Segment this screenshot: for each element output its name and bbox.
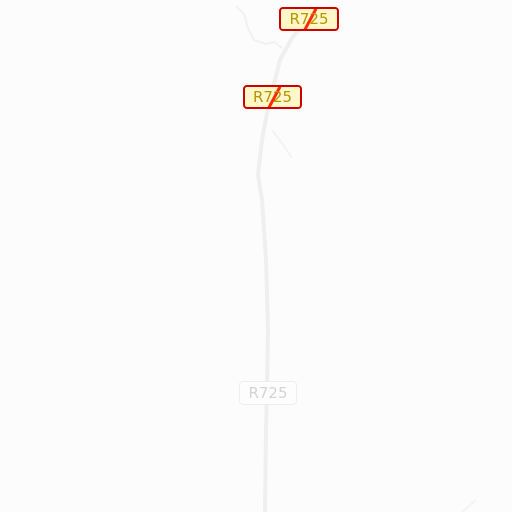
route-shield-r725-middle[interactable]: R725 — [243, 85, 302, 109]
route-shield-label: R725 — [289, 10, 329, 28]
route-shield-label: R725 — [252, 88, 293, 106]
road-minor-bottom — [461, 499, 477, 512]
route-shield-label: R725 — [248, 384, 288, 402]
route-shield-r725-bottom[interactable]: R725 — [239, 381, 297, 405]
road-minor-side — [271, 129, 293, 159]
road-minor-branch — [235, 5, 283, 49]
route-shield-r725-top[interactable]: R725 — [279, 7, 339, 31]
